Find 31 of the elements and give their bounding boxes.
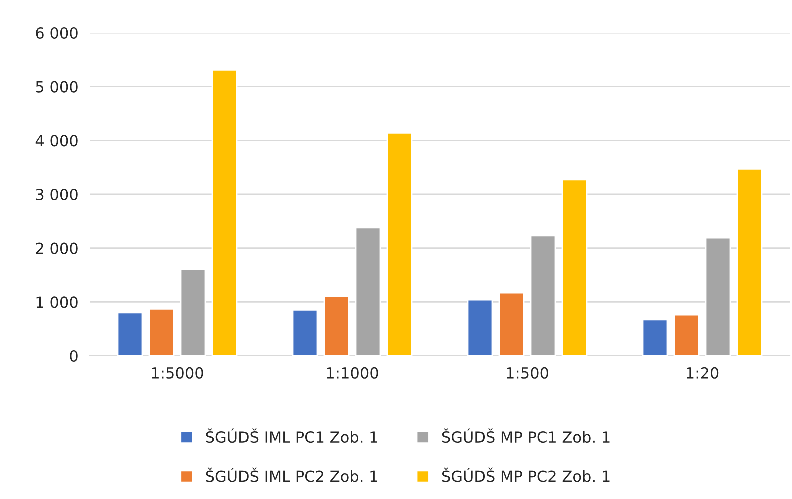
y-tick-label: 3 000 [36, 188, 78, 201]
bar [467, 299, 494, 356]
x-tick-label: 1:20 [687, 367, 719, 379]
legend-label: ŠGÚDŠ IML PC2 Zob. 1 [206, 468, 378, 482]
bar [355, 227, 382, 356]
bar [117, 312, 144, 356]
legend-label: ŠGÚDŠ MP PC2 Zob. 1 [442, 468, 610, 482]
bar [562, 179, 588, 356]
bar [148, 308, 175, 356]
x-tick-label: 1:1000 [327, 367, 378, 379]
bar [386, 132, 413, 356]
y-tick-label: 0 [70, 350, 78, 362]
y-tick-label: 2 000 [36, 242, 78, 254]
x-tick-label: 1:500 [507, 367, 548, 379]
bar [498, 292, 525, 356]
bar [642, 319, 668, 356]
y-tick-label: 1 000 [36, 296, 78, 308]
legend-label: ŠGÚDŠ IML PC1 Zob. 1 [206, 428, 378, 444]
bar [324, 296, 350, 356]
bar [292, 310, 318, 356]
bar [180, 269, 206, 356]
bar [212, 69, 238, 356]
y-tick-label: 5 000 [36, 81, 78, 93]
x-tick-label: 1:5000 [152, 367, 204, 379]
bar [674, 314, 700, 356]
y-tick-label: 4 000 [36, 135, 78, 147]
bar [705, 237, 732, 356]
legend-label: ŠGÚDŠ MP PC1 Zob. 1 [442, 428, 610, 444]
bar [736, 168, 763, 356]
y-tick-label: 6 000 [36, 27, 78, 40]
bar [530, 235, 556, 356]
